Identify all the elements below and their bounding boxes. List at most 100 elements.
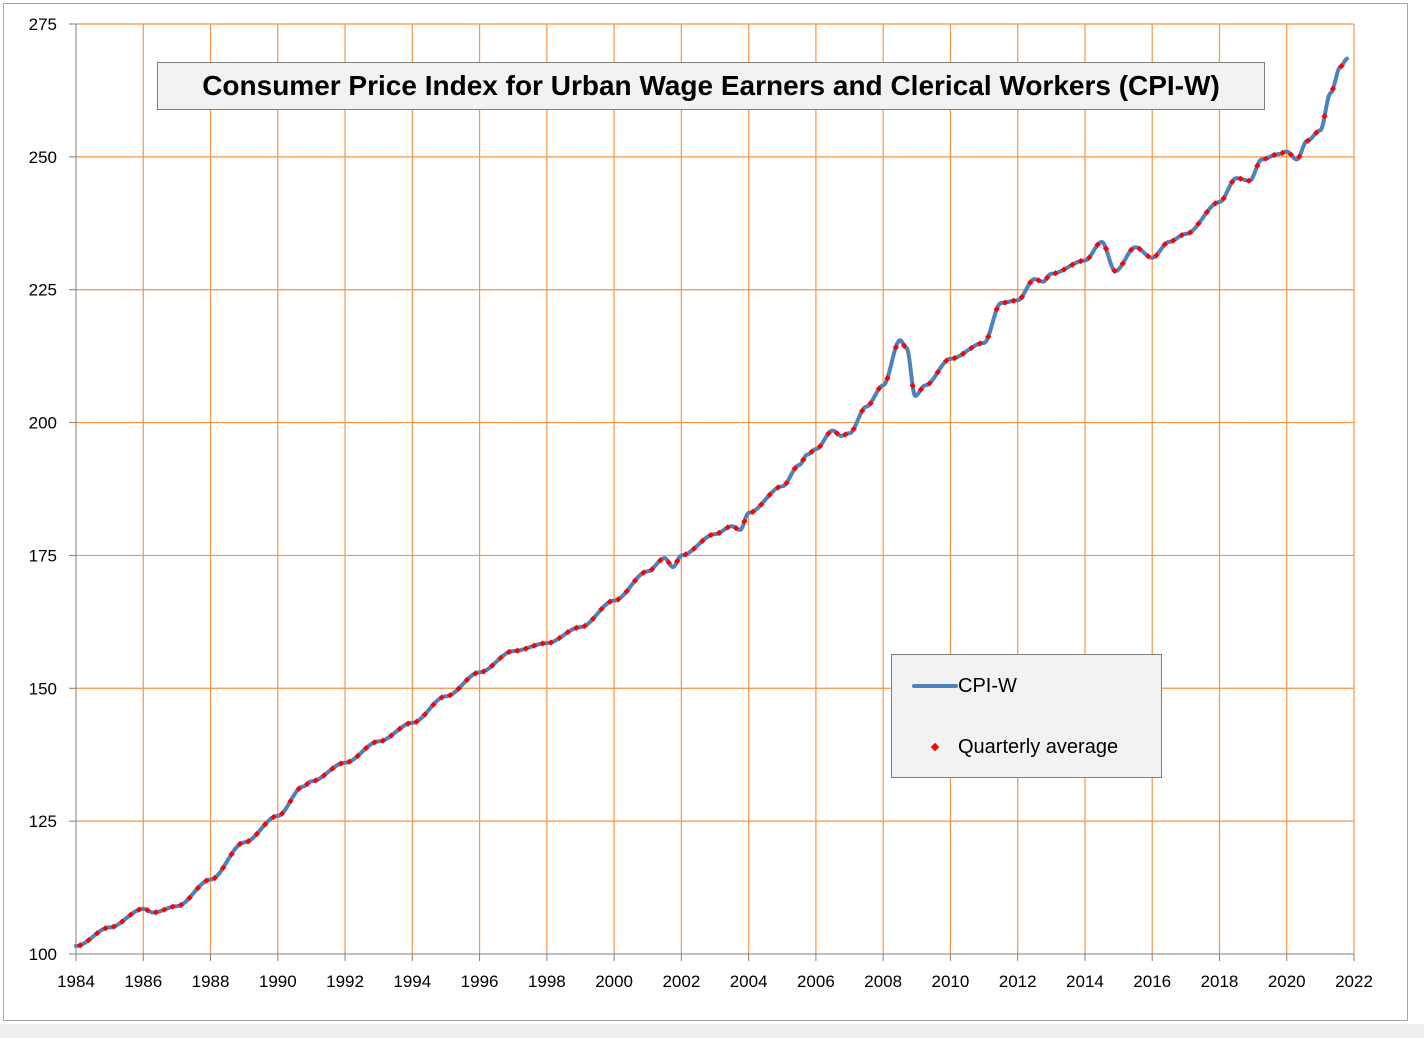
quarterly-average-point-133 [1195,220,1202,227]
quarterly-average-point-73 [690,545,698,552]
x-tick-label-1998: 1998 [528,972,566,991]
x-tick-label-2000: 2000 [595,972,633,991]
quarterly-average-point-113 [1027,279,1034,286]
quarterly-average-point-136 [1220,195,1227,202]
series-line-cpi-w [74,56,1349,948]
quarterly-average-point-95 [875,385,883,392]
x-tick-label-2018: 2018 [1201,972,1239,991]
axis-layer [69,23,1355,961]
quarterly-average-point-56 [547,639,555,646]
y-tick-label-225: 225 [29,281,57,300]
x-tick-label-2002: 2002 [662,972,700,991]
quarterly-average-point-76 [716,529,723,537]
quarterly-average-point-37 [388,732,395,739]
quarterly-average-point-142 [1270,151,1278,159]
quarterly-average-point-15 [203,877,210,884]
x-tick-label-1988: 1988 [192,972,230,991]
quarterly-average-point-53 [522,645,529,652]
quarterly-average-point-148 [1321,113,1328,120]
quarterly-average-point-25 [287,798,294,805]
tick-layer: 1984 1986 1988 1990 1992 1994 1996 1998 2000 2002… [29,15,1373,991]
quarterly-average-point-111 [1010,297,1017,304]
quarterly-average-point-94 [867,400,874,407]
quarterly-average-point-131 [1178,232,1185,239]
quarterly-average-point-84 [783,479,790,487]
quarterly-average-point-65 [623,588,630,595]
x-tick-label-1992: 1992 [326,972,364,991]
quarterly-average-point-26 [295,785,302,792]
x-tick-label-2014: 2014 [1066,972,1104,991]
chart-frame [3,3,1408,1021]
quarterly-average-point-105 [959,350,967,357]
y-tick-label-275: 275 [29,15,57,34]
quarterly-average-point-89 [825,430,832,437]
quarterly-average-point-101 [926,380,933,387]
quarterly-average-point-108 [985,333,992,340]
quarterly-average-point-32 [346,758,353,765]
legend-item-cpi-w: CPI-W [892,671,1017,701]
quarterly-average-point-63 [606,598,613,605]
quarterly-average-point-24 [278,810,286,817]
chart-legend: CPI-W Quarterly average [891,654,1162,778]
quarterly-average-point-74 [699,537,706,545]
legend-line-swatch [912,671,958,701]
quarterly-average-point-137 [1229,178,1236,185]
quarterly-average-point-1 [85,937,92,944]
quarterly-average-point-67 [640,569,647,576]
quarterly-average-point-83 [774,484,782,491]
grid-layer [76,23,1355,954]
quarterly-average-point-34 [363,745,370,752]
quarterly-average-point-147 [1313,129,1320,136]
quarterly-average-point-98 [901,342,908,349]
quarterly-average-point-75 [707,531,714,539]
quarterly-average-point-119 [1077,257,1084,265]
x-tick-label-2004: 2004 [730,972,768,991]
quarterly-average-point-100 [917,386,925,393]
x-tick-label-1994: 1994 [393,972,431,991]
chart-title: Consumer Price Index for Urban Wage Earn… [202,70,1220,101]
chart-title-box: Consumer Price Index for Urban Wage Earn… [157,62,1265,110]
quarterly-average-point-46 [463,676,471,683]
quarterly-average-point-55 [539,640,546,647]
quarterly-average-point-50 [497,654,504,661]
quarterly-average-point-78 [732,524,740,532]
x-tick-label-2010: 2010 [932,972,970,991]
y-tick-label-100: 100 [29,945,57,964]
y-tick-label-150: 150 [29,679,57,698]
quarterly-average-point-129 [1161,241,1168,248]
quarterly-average-point-21 [253,830,260,838]
quarterly-average-point-107 [976,340,983,347]
quarterly-average-point-23 [270,813,277,821]
quarterly-average-point-72 [682,551,689,558]
quarterly-average-point-139 [1245,177,1252,184]
marker-layer [77,63,1345,949]
quarterly-average-point-44 [447,692,454,699]
x-tick-label-2012: 2012 [999,972,1037,991]
quarterly-average-point-121 [1094,241,1101,248]
x-tick-label-2022: 2022 [1335,972,1373,991]
quarterly-average-point-41 [421,711,429,718]
quarterly-average-point-71 [674,558,681,565]
quarterly-average-point-102 [934,368,941,376]
x-tick-label-2008: 2008 [864,972,902,991]
quarterly-average-point-69 [657,557,664,564]
quarterly-average-point-68 [648,566,656,573]
y-tick-label-175: 175 [29,546,57,565]
quarterly-average-point-96 [884,375,891,382]
y-tick-label-200: 200 [29,414,57,433]
x-tick-label-2016: 2016 [1133,972,1171,991]
quarterly-average-point-99 [909,382,916,389]
quarterly-average-point-80 [749,508,756,515]
y-tick-label-250: 250 [29,148,57,167]
quarterly-average-point-140 [1254,162,1261,169]
quarterly-average-point-88 [816,443,824,450]
quarterly-average-point-110 [1001,299,1009,306]
quarterly-average-point-91 [842,431,849,438]
x-tick-label-2020: 2020 [1268,972,1306,991]
quarterly-average-point-124 [1119,260,1126,267]
quarterly-average-point-70 [665,559,672,566]
quarterly-average-point-59 [573,624,580,631]
quarterly-average-point-60 [581,622,588,630]
quarterly-average-point-66 [631,577,639,584]
quarterly-average-point-150 [1338,63,1345,70]
